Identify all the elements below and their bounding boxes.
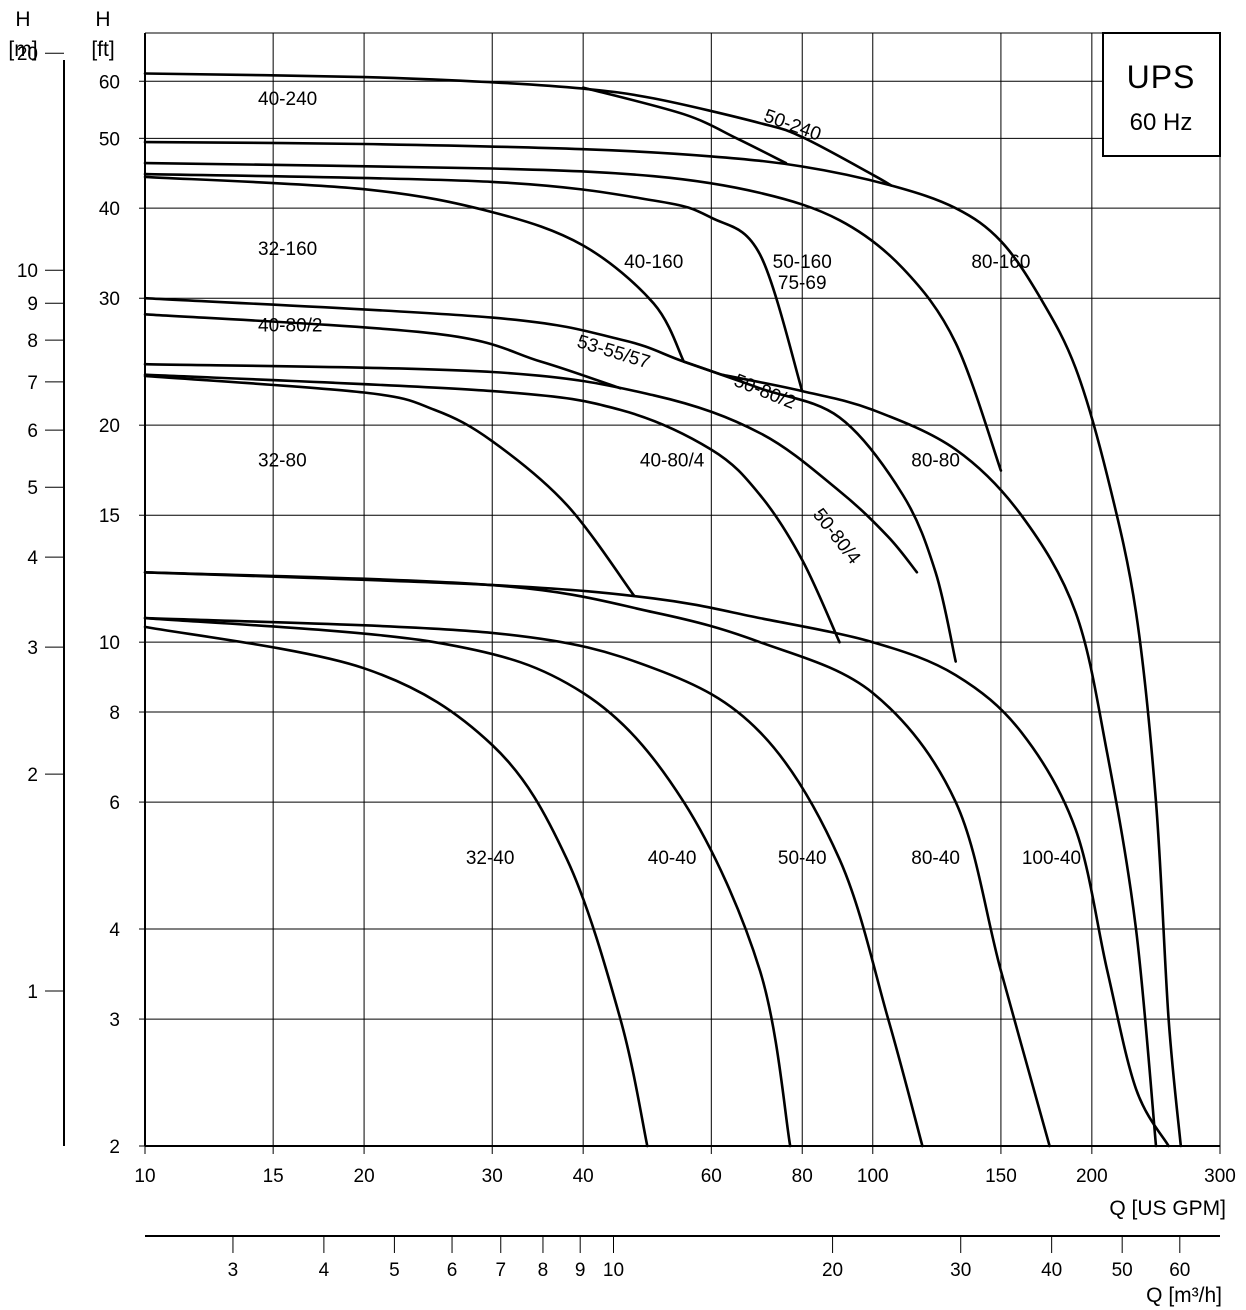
curve-label-32-40: 32-40 xyxy=(466,848,515,869)
badge-title: UPS xyxy=(1127,59,1196,95)
x-m3h-tick-label-20: 20 xyxy=(822,1260,843,1281)
x-m3h-tick-label-8: 8 xyxy=(538,1260,549,1281)
y-m-tick-label-7: 7 xyxy=(27,373,38,394)
x-m3h-tick-label-5: 5 xyxy=(389,1260,400,1281)
curve-label-40-80-2: 40-80/2 xyxy=(258,316,322,337)
curves xyxy=(143,72,1183,1148)
curve-50-240 xyxy=(581,86,788,165)
curve-label-40-240: 40-240 xyxy=(258,89,317,110)
curve-label-40-160: 40-160 xyxy=(624,252,683,273)
curve-label-32-160: 32-160 xyxy=(258,239,317,260)
x-m3h-tick-label-7: 7 xyxy=(495,1260,506,1281)
x-m3h-tick-label-6: 6 xyxy=(447,1260,458,1281)
curve-40-40 xyxy=(143,616,792,1148)
x-gpm-tick-label-60: 60 xyxy=(701,1166,722,1187)
x-gpm-tick-label-20: 20 xyxy=(354,1166,375,1187)
y-m-tick-label-20: 20 xyxy=(17,44,38,65)
curve-label-80-80: 80-80 xyxy=(911,451,960,472)
y-ft-tick-label-3: 3 xyxy=(109,1010,120,1031)
curve-label-75-69: 75-69 xyxy=(778,273,827,294)
x-gpm-axis-label: Q [US GPM] xyxy=(1109,1197,1226,1220)
y-ft-tick-label-8: 8 xyxy=(109,703,120,724)
x-m3h-tick-label-3: 3 xyxy=(228,1260,239,1281)
curve-label-80-40: 80-40 xyxy=(911,848,960,869)
curve-40-240 xyxy=(143,72,893,187)
x-gpm-tick-label-100: 100 xyxy=(857,1166,889,1187)
curve-label-100-40: 100-40 xyxy=(1022,848,1081,869)
badge: UPS 60 Hz xyxy=(1102,32,1221,157)
curve-53-55-57 xyxy=(143,296,957,663)
y-ft-tick-label-10: 10 xyxy=(99,633,120,654)
x-gpm-tick-label-15: 15 xyxy=(263,1166,284,1187)
x-gpm-tick-label-40: 40 xyxy=(573,1166,594,1187)
curve-80-40 xyxy=(143,571,1051,1148)
x-m3h-tick-label-30: 30 xyxy=(950,1260,971,1281)
y-ft-tick-label-30: 30 xyxy=(99,289,120,310)
curve-80-80 xyxy=(720,373,1158,1148)
x-m3h-tick-label-9: 9 xyxy=(575,1260,586,1281)
curve-label-40-40: 40-40 xyxy=(648,848,697,869)
curve-50-160 xyxy=(143,172,804,393)
x-gpm-tick-label-80: 80 xyxy=(792,1166,813,1187)
x-gpm-tick-label-150: 150 xyxy=(985,1166,1017,1187)
x-m3h-tick-label-4: 4 xyxy=(319,1260,330,1281)
y-m-tick-label-10: 10 xyxy=(17,261,38,282)
y-m-axis-label: H xyxy=(15,8,30,31)
curve-label-50-160: 50-160 xyxy=(773,252,832,273)
curve-40-80-4 xyxy=(143,373,841,644)
curve-50-40 xyxy=(143,616,924,1148)
x-gpm-tick-label-200: 200 xyxy=(1076,1166,1108,1187)
badge-subtitle: 60 Hz xyxy=(1130,109,1193,136)
x-gpm-tick-label-300: 300 xyxy=(1204,1166,1236,1187)
y-m-tick-label-9: 9 xyxy=(27,294,38,315)
grid xyxy=(144,32,1221,1147)
y-ft-tick-label-15: 15 xyxy=(99,506,120,527)
y-ft-tick-label-40: 40 xyxy=(99,199,120,220)
y-ft-tick-label-20: 20 xyxy=(99,416,120,437)
y-m-tick-label-4: 4 xyxy=(27,548,38,569)
y-ft-axis-label: H xyxy=(95,8,110,31)
curve-label-50-40: 50-40 xyxy=(778,848,827,869)
x-m3h-axis-label: Q [m³/h] xyxy=(1146,1284,1222,1307)
x-gpm-tick-label-30: 30 xyxy=(482,1166,503,1187)
x-m3h-tick-label-40: 40 xyxy=(1041,1260,1062,1281)
curve-label-50-240: 50-240 xyxy=(761,106,824,146)
y-m-tick-label-1: 1 xyxy=(27,982,38,1003)
x-m3h-tick-label-10: 10 xyxy=(603,1260,624,1281)
x-m3h-tick-label-50: 50 xyxy=(1112,1260,1133,1281)
curve-label-50-80-4: 50-80/4 xyxy=(808,505,864,569)
curve-label-40-80-4: 40-80/4 xyxy=(640,451,705,472)
y-ft-tick-label-50: 50 xyxy=(99,129,120,150)
y-m-tick-label-6: 6 xyxy=(27,421,38,442)
x-m3h-tick-label-60: 60 xyxy=(1169,1260,1190,1281)
y-ft-tick-label-60: 60 xyxy=(99,72,120,93)
curve-50-80-4 xyxy=(143,362,919,574)
y-m-tick-label-2: 2 xyxy=(27,765,38,786)
curve-80-160 xyxy=(143,161,1003,472)
y-ft-tick-label-6: 6 xyxy=(109,793,120,814)
curve-40-80-2 xyxy=(143,313,622,390)
curve-label-32-80: 32-80 xyxy=(258,451,307,472)
curve-32-40 xyxy=(143,625,649,1148)
axes: 10 15 20 30 40 60 80 100 150 200 30023468101520304… xyxy=(17,44,1236,1281)
x-gpm-tick-label-10: 10 xyxy=(134,1166,155,1187)
curve-40-160 xyxy=(143,175,686,363)
y-ft-tick-label-2: 2 xyxy=(109,1137,120,1158)
y-ft-tick-label-4: 4 xyxy=(109,920,120,941)
curve-label-80-160: 80-160 xyxy=(971,252,1030,273)
y-m-tick-label-3: 3 xyxy=(27,638,38,659)
y-m-tick-label-8: 8 xyxy=(27,331,38,352)
curve-series-2 xyxy=(143,140,1183,1148)
badge-box xyxy=(1102,32,1221,157)
y-m-tick-label-5: 5 xyxy=(27,478,38,499)
y-ft-axis-unit: [ft] xyxy=(91,38,114,61)
curve-50-80-2 xyxy=(682,360,723,376)
y-m-axis-unit: [m] xyxy=(8,38,37,61)
curve-32-80 xyxy=(143,374,636,597)
curve-label-50-80-2: 50-80/2 xyxy=(731,370,799,414)
